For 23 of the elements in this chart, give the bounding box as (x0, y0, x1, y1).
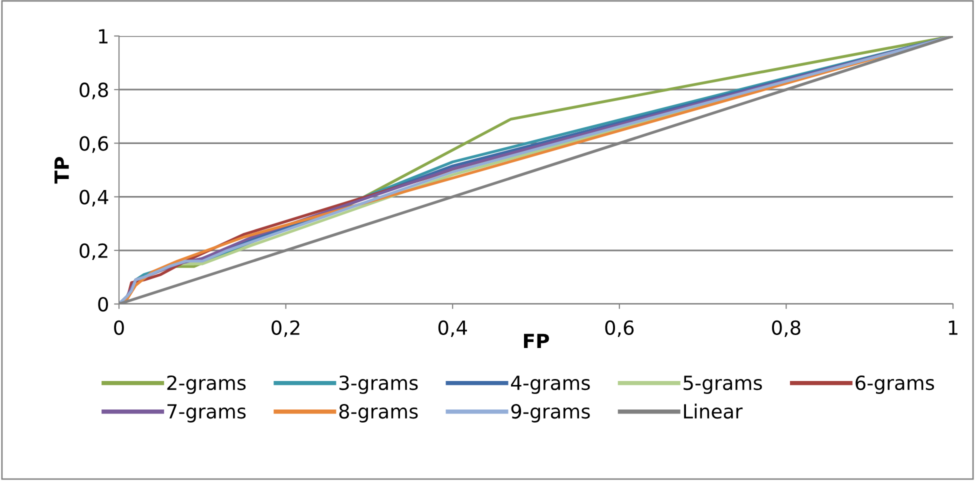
legend-label: 8-grams (339, 404, 418, 422)
x-tick-label: 0 (114, 320, 124, 336)
y-tick-label: 0,6 (80, 136, 108, 153)
y-tick-label: 1 (99, 29, 108, 44)
x-tick-label: 0,8 (772, 320, 800, 338)
x-tick-label: 0,6 (605, 320, 634, 338)
legend-label: 9-grams (511, 404, 590, 422)
legend-label: 5-grams (684, 376, 762, 394)
legend-label: 6-grams (856, 375, 934, 394)
y-tick-label: 0,8 (80, 82, 108, 100)
y-axis-title: TP (54, 157, 69, 184)
x-tick-label: 1 (948, 320, 958, 335)
y-tick-label: 0,2 (80, 243, 108, 260)
x-tick-label: 0,4 (438, 320, 467, 338)
x-axis-title: FP (524, 334, 549, 348)
x-tick-label: 0,2 (272, 320, 300, 338)
legend-label: 3-grams (339, 375, 418, 394)
legend-label: 7-grams (167, 404, 246, 422)
y-tick-label: 0 (98, 296, 108, 312)
legend-label: 4-grams (511, 376, 590, 394)
y-tick-label: 0,4 (80, 190, 108, 206)
legend-label: Linear (684, 404, 743, 419)
legend-label: 2-grams (167, 375, 246, 394)
